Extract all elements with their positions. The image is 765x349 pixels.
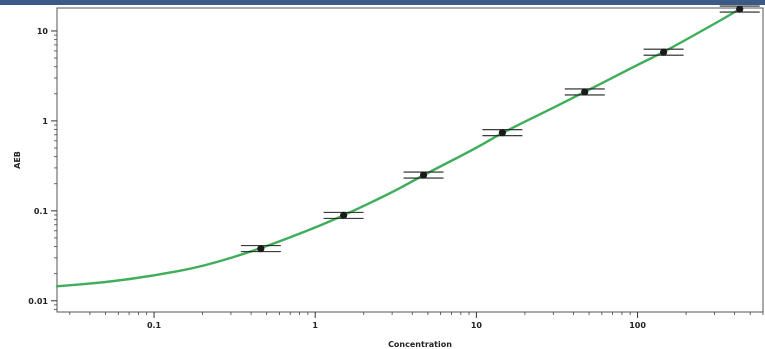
y-axis-title: AEB — [13, 151, 22, 169]
y-tick-label: 1 — [42, 117, 48, 126]
data-point — [498, 129, 507, 137]
data-point — [581, 88, 589, 96]
top-banner — [0, 0, 765, 5]
data-point — [736, 5, 744, 13]
x-tick-label: 100 — [629, 321, 646, 330]
fit-curve — [55, 7, 741, 288]
y-tick-label: 10 — [37, 27, 49, 36]
x-axis-title: Concentration — [388, 340, 452, 349]
data-point — [659, 48, 668, 56]
y-tick-label: 0.1 — [34, 207, 49, 216]
y-tick-label: 0.01 — [28, 297, 48, 306]
data-point — [257, 245, 265, 253]
plot-frame — [56, 7, 764, 313]
data-point — [419, 171, 428, 179]
x-tick-label: 1 — [312, 321, 318, 330]
x-tick-label: 10 — [471, 321, 483, 330]
x-tick-label: 0.1 — [147, 321, 162, 330]
data-point — [340, 211, 348, 219]
